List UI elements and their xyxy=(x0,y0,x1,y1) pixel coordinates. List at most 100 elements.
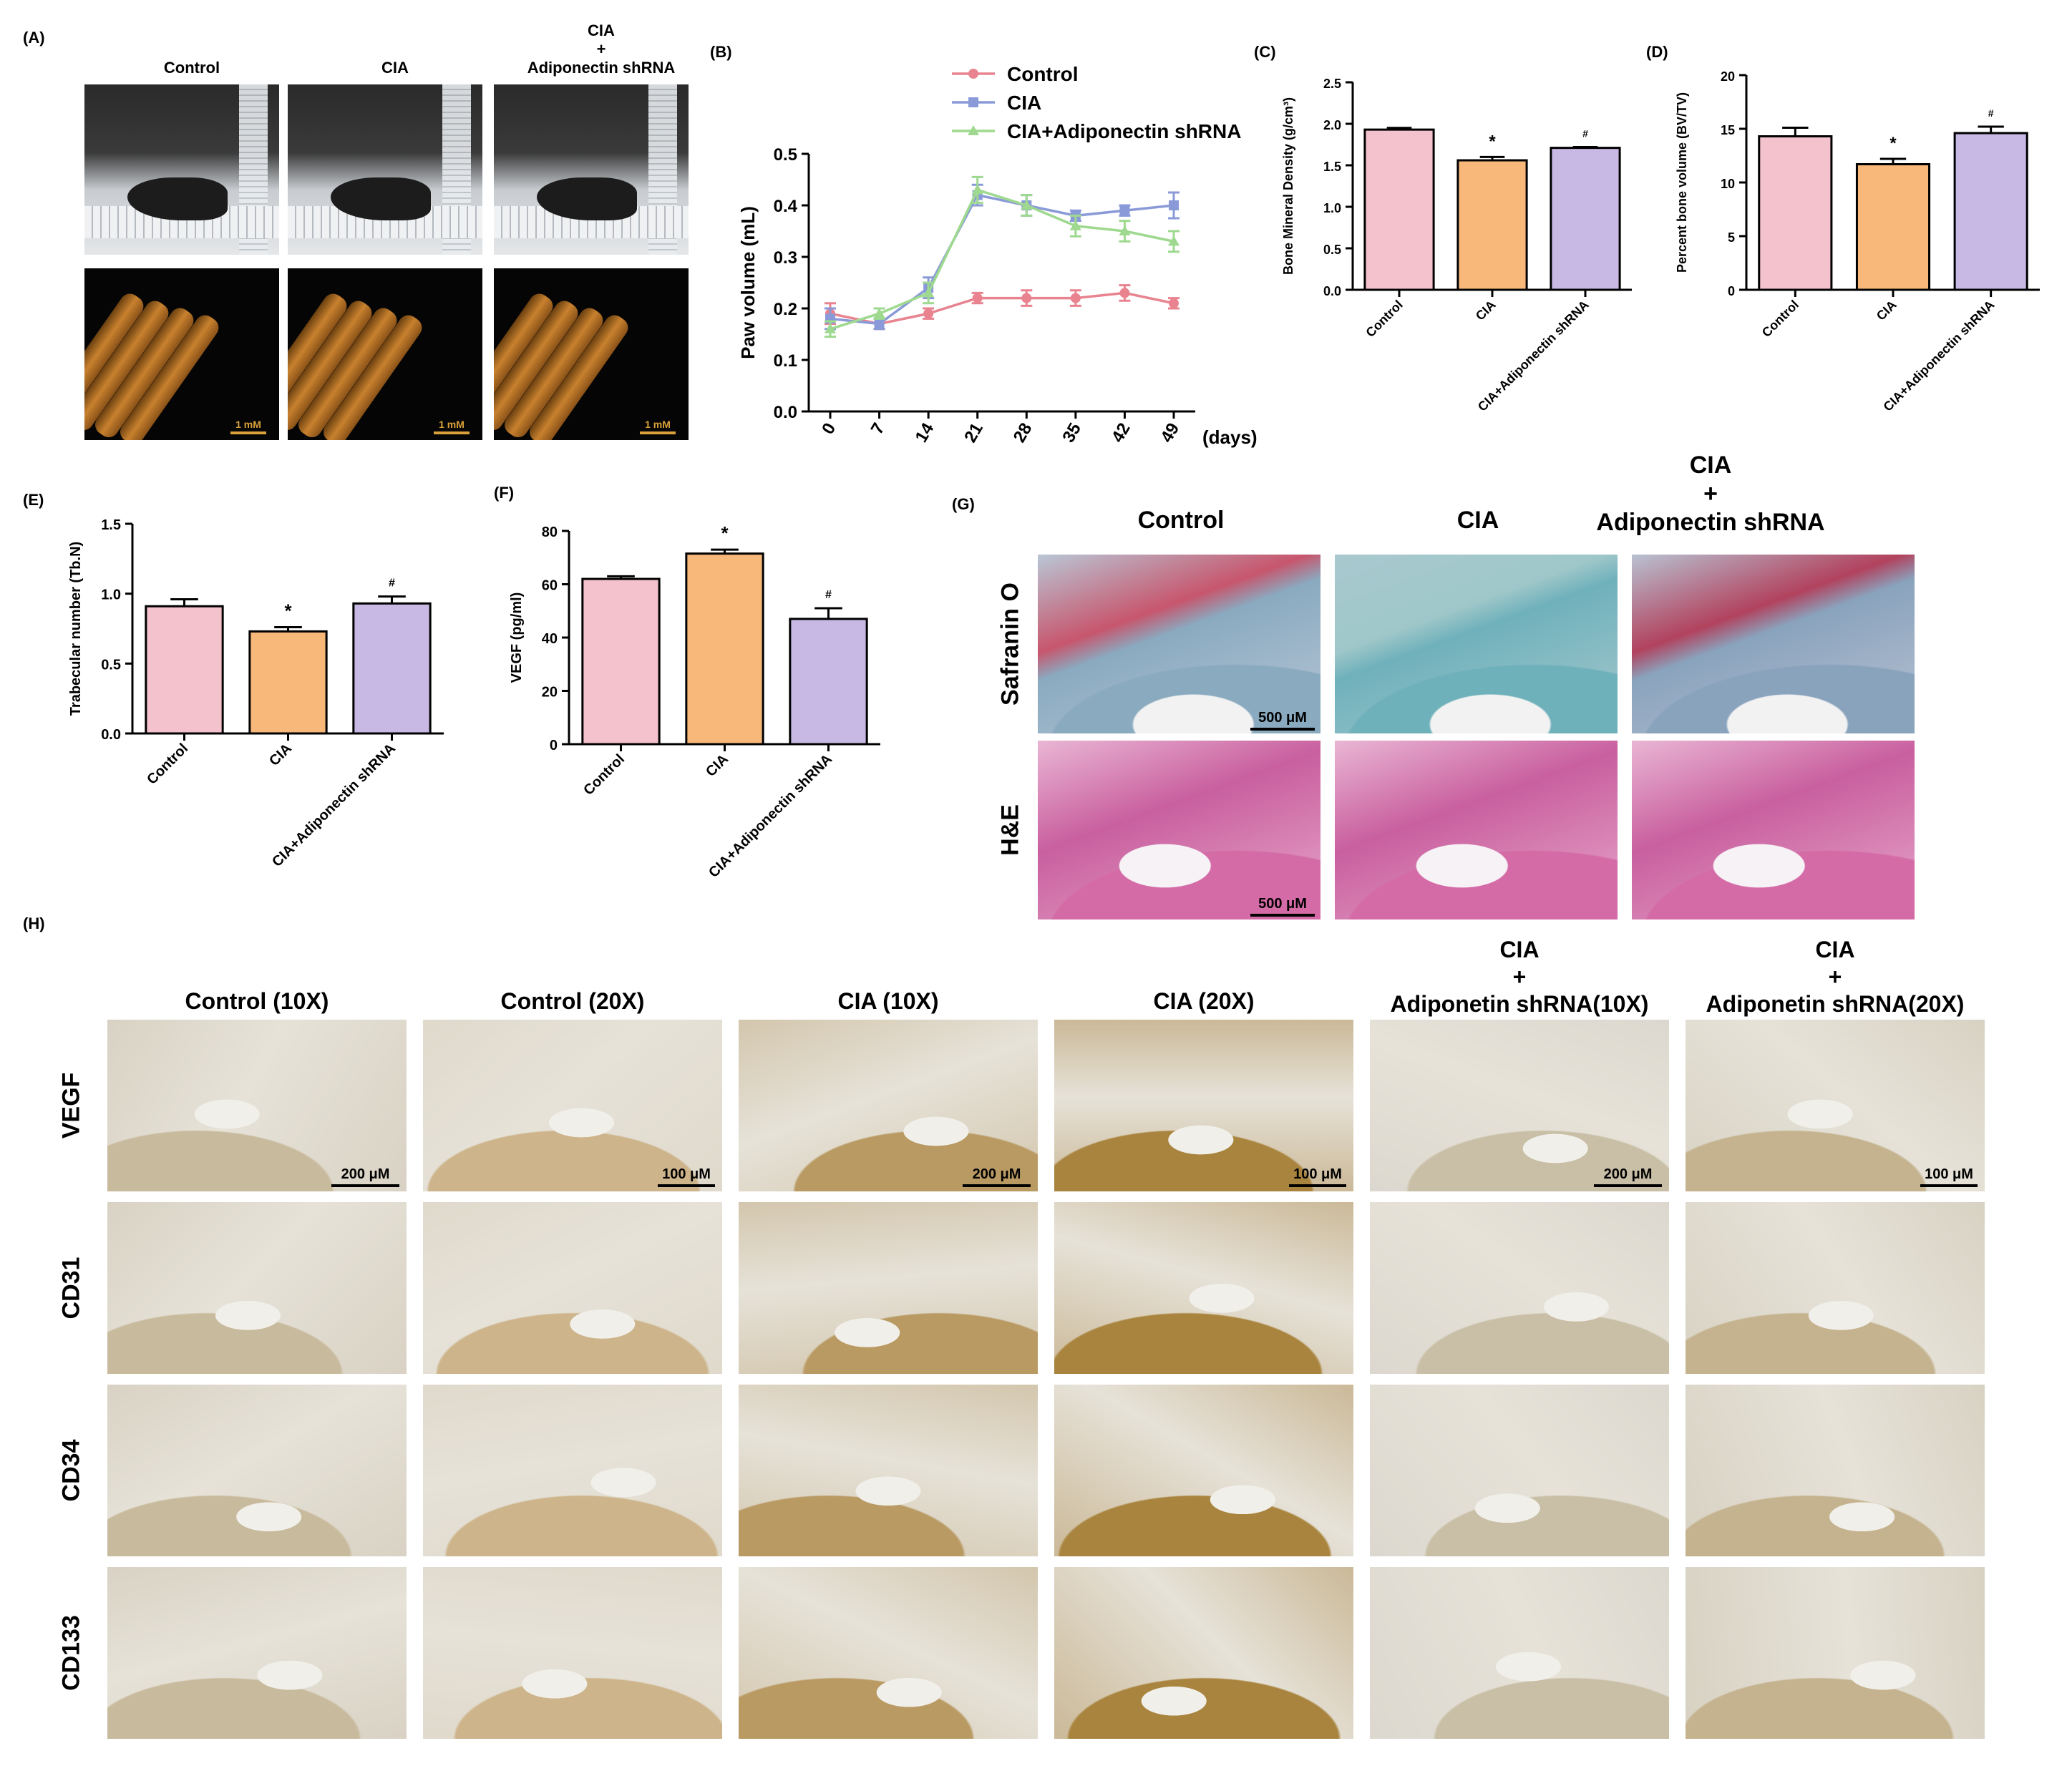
y-tick-label: 0.3 xyxy=(774,248,797,268)
panel-label-f: (F) xyxy=(494,484,515,502)
y-tick-label: 40 xyxy=(542,631,558,647)
y-tick-label: 0.5 xyxy=(774,145,797,165)
vegf-bar-chart: 0 20 40 60 80 VEGF (pg/ml) Control * CIA # CIA+Adi… xyxy=(509,522,880,881)
panel-label-e: (E) xyxy=(23,491,44,509)
scale-bar-label: 200 μM xyxy=(341,1166,390,1182)
he-photo-2 xyxy=(1632,741,1915,919)
scale-bar-h: 200 μM xyxy=(1594,1166,1662,1187)
panel-label-c: (C) xyxy=(1254,43,1276,61)
significance-mark-2: # xyxy=(1988,107,1994,119)
series-0-point xyxy=(1169,298,1179,308)
scale-bar-label: 500 μM xyxy=(1258,710,1307,726)
x-tick-label-1: CIA xyxy=(266,741,295,769)
panel-h-row-3: CD133 xyxy=(57,1615,85,1691)
scale-bar-h: 200 μM xyxy=(331,1166,399,1187)
x-tick-label-0: Control xyxy=(1363,298,1405,340)
y-tick-label: 20 xyxy=(1721,69,1735,84)
y-axis-label: VEGF (pg/ml) xyxy=(509,592,525,683)
series-2-point xyxy=(873,308,885,318)
series-1-point xyxy=(1169,200,1179,210)
significance-mark-2: # xyxy=(1582,127,1588,139)
panel-g-row-he: H&E xyxy=(996,804,1024,856)
series-1-point xyxy=(1119,205,1130,216)
ihc-photo-1-5 xyxy=(1686,1202,1985,1374)
panel-h-row-0: VEGF xyxy=(57,1072,85,1139)
mouse-paw xyxy=(331,177,431,220)
scale-bar-line xyxy=(1250,914,1315,917)
legend-label-0: Control xyxy=(1007,63,1079,85)
y-tick-label: 0.5 xyxy=(101,657,121,673)
ihc-photo-2-0 xyxy=(107,1385,407,1556)
x-tick-label: 7 xyxy=(867,420,889,438)
microct-photo-2: 1 mM xyxy=(494,268,689,440)
paw-volume-line-chart: 0.0 0.1 0.2 0.3 0.4 0.5 Paw volume (mL) 0 7 14 21 2… xyxy=(737,63,1258,448)
x-tick-label: 0 xyxy=(818,420,840,438)
bar-0 xyxy=(145,605,224,735)
x-tick-label-1: CIA xyxy=(1473,298,1499,323)
y-tick-label: 0.4 xyxy=(774,197,798,216)
panel-a-col-cia: CIA xyxy=(381,59,409,77)
x-tick-label-0: Control xyxy=(144,741,191,788)
series-2-point xyxy=(825,323,836,333)
series-2-point xyxy=(1021,200,1033,210)
paw-photo-0 xyxy=(84,84,279,255)
y-tick-label: 1.0 xyxy=(1323,201,1341,215)
series-1-point xyxy=(874,318,885,329)
scale-bar-h: 100 μM xyxy=(658,1166,715,1187)
series-2-point xyxy=(1119,225,1131,235)
scale-bar-label: 1 mM xyxy=(439,419,465,430)
x-tick-label: 14 xyxy=(912,419,938,446)
scale-bar-label: 500 μM xyxy=(1258,896,1307,912)
ihc-photo-2-3 xyxy=(1054,1385,1353,1556)
y-tick-label: 0.1 xyxy=(774,351,797,371)
scale-bar-g: 500 μM xyxy=(1250,896,1315,917)
ihc-photo-0-3: 100 μM xyxy=(1054,1020,1353,1191)
scale-bar-label: 1 mM xyxy=(235,419,261,430)
series-2-point xyxy=(923,287,935,298)
series-line-0 xyxy=(830,291,1174,326)
scale-bar-line xyxy=(1289,1184,1346,1187)
scale-bar-label: 100 μM xyxy=(1293,1166,1342,1182)
x-tick-label: 35 xyxy=(1059,420,1085,447)
y-tick-label: 5 xyxy=(1728,230,1735,245)
he-photo-0: 500 μM xyxy=(1038,741,1320,919)
scale-bar-line xyxy=(963,1184,1031,1187)
x-tick-label-2: CIA+Adiponectin shRNA xyxy=(1475,298,1592,414)
bar-1 xyxy=(1855,163,1931,291)
scale-bar-a: 1 mM xyxy=(640,419,676,434)
series-0-point xyxy=(1021,293,1032,303)
panel-label-b: (B) xyxy=(710,43,732,61)
scale-bar-label: 200 μM xyxy=(1603,1166,1653,1182)
panel-h-col-2: CIA (10X) xyxy=(837,988,939,1014)
panel-label-h: (H) xyxy=(23,914,45,932)
microct-photo-1: 1 mM xyxy=(288,268,482,440)
legend-label-2: CIA+Adiponectin shRNA xyxy=(1007,120,1241,142)
panel-g-row-safranin: Safranin O xyxy=(996,582,1024,706)
panel-h-col-5: CIA + Adiponetin shRNA(20X) xyxy=(1706,937,1965,1017)
y-tick-label: 0.0 xyxy=(774,403,797,422)
y-tick-label: 60 xyxy=(542,578,558,594)
y-tick-label: 10 xyxy=(1721,177,1735,191)
panel-h-col-0: Control (10X) xyxy=(185,988,329,1014)
scale-bar-h: 100 μM xyxy=(1289,1166,1346,1187)
ihc-photo-3-0 xyxy=(107,1567,407,1739)
series-0-point xyxy=(923,308,934,319)
panel-label-a: (A) xyxy=(23,29,45,47)
scale-bar-g: 500 μM xyxy=(1250,710,1315,731)
significance-mark-2: # xyxy=(825,589,832,601)
y-tick-label: 0.2 xyxy=(774,300,797,319)
scale-bar-a: 1 mM xyxy=(230,419,266,434)
bar-2 xyxy=(1550,147,1621,291)
ihc-photo-3-4 xyxy=(1370,1567,1669,1739)
x-tick-label: 42 xyxy=(1108,420,1134,447)
scale-bar-line xyxy=(1920,1184,1978,1187)
safranin-photo-0: 500 μM xyxy=(1038,555,1320,733)
bar-2 xyxy=(352,602,432,735)
ihc-photo-2-1 xyxy=(423,1385,722,1556)
significance-mark-1: * xyxy=(284,600,292,622)
y-axis-label: Paw volume (mL) xyxy=(737,206,759,359)
scale-bar-line xyxy=(1250,728,1315,731)
scale-bar-line xyxy=(640,431,676,434)
y-tick-label: 0.0 xyxy=(101,727,121,743)
x-tick-label-0: Control xyxy=(580,751,628,799)
